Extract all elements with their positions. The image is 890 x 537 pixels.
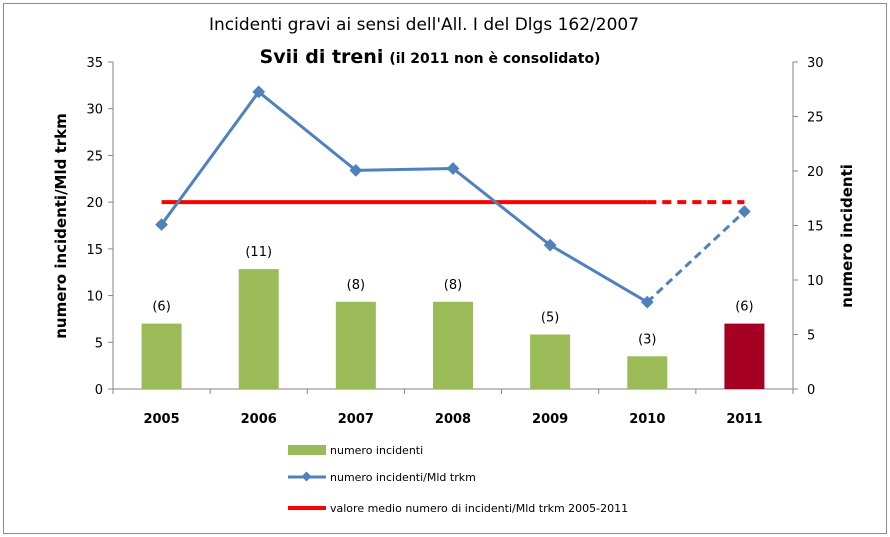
rate-point[interactable] bbox=[349, 164, 363, 177]
right-tick-label: 5 bbox=[807, 329, 815, 344]
bar-series bbox=[141, 269, 765, 390]
rate-point[interactable] bbox=[446, 162, 460, 175]
legend-label-mean: valore medio numero di incidenti/Mld trk… bbox=[330, 502, 628, 515]
bar-data-label: (3) bbox=[638, 332, 656, 347]
right-tick-label: 10 bbox=[807, 274, 824, 289]
bar[interactable] bbox=[724, 323, 765, 389]
left-tick-label: 20 bbox=[86, 196, 103, 211]
right-tick-label: 0 bbox=[807, 383, 815, 398]
legend-marker-rate bbox=[301, 471, 312, 482]
chart-frame bbox=[3, 3, 887, 534]
y-axis-label: numero incidenti/Mld trkm bbox=[52, 113, 70, 339]
x-tick-label: 2009 bbox=[532, 412, 568, 427]
right-tick-label: 25 bbox=[807, 111, 824, 126]
legend-swatch-bars bbox=[288, 445, 326, 455]
left-tick-label: 35 bbox=[86, 56, 103, 71]
legend: numero incidenti numero incidenti/Mld tr… bbox=[288, 444, 628, 515]
bar-data-label: (6) bbox=[735, 300, 753, 315]
right-axis-ticks: 0 5 10 15 20 25 30 bbox=[793, 56, 824, 398]
left-tick-label: 30 bbox=[86, 103, 103, 118]
rate-line-solid bbox=[160, 89, 649, 304]
bar[interactable] bbox=[141, 323, 182, 389]
left-tick-label: 15 bbox=[86, 243, 103, 258]
bar-data-label: (11) bbox=[245, 245, 272, 260]
bar-data-label: (6) bbox=[152, 300, 170, 315]
right-tick-label: 30 bbox=[807, 56, 824, 71]
y-axis-label-right: numero incidenti bbox=[838, 164, 856, 308]
legend-label-rate: numero incidenti/Mld trkm bbox=[330, 471, 476, 484]
chart-title: Incidenti gravi ai sensi dell'All. I del… bbox=[209, 15, 639, 35]
x-tick-label: 2006 bbox=[241, 412, 277, 427]
bar[interactable] bbox=[530, 334, 571, 390]
x-tick-label: 2010 bbox=[629, 412, 665, 427]
bar-data-labels: (6) (11) (8) (8) (5) (3) (6) bbox=[152, 245, 753, 347]
chart-subtitle-note: (il 2011 non è consolidato) bbox=[389, 51, 600, 67]
right-tick-label: 20 bbox=[807, 165, 824, 180]
right-tick-label: 15 bbox=[807, 220, 824, 235]
x-axis-ticks: 2005 2006 2007 2008 2009 2010 2011 bbox=[112, 389, 794, 427]
rate-line-dashed bbox=[646, 210, 746, 304]
left-tick-label: 25 bbox=[86, 149, 103, 164]
bar[interactable] bbox=[335, 301, 376, 389]
x-tick-label: 2011 bbox=[726, 412, 762, 427]
left-tick-label: 10 bbox=[86, 290, 103, 305]
chart-subtitle: Svii di treni (il 2011 non è consolidato) bbox=[260, 46, 601, 68]
legend-label-bars: numero incidenti bbox=[330, 444, 423, 457]
bar-data-label: (8) bbox=[444, 278, 462, 293]
chart-subtitle-main: Svii di treni bbox=[260, 46, 384, 68]
bar[interactable] bbox=[627, 356, 668, 389]
plot-area: 0 5 10 15 20 25 30 35 0 5 10 15 20 25 30 2005 2006 2007… bbox=[86, 56, 823, 427]
x-tick-label: 2007 bbox=[338, 412, 374, 427]
bar[interactable] bbox=[238, 269, 279, 389]
rate-point[interactable] bbox=[738, 205, 751, 218]
left-tick-label: 5 bbox=[95, 336, 103, 351]
left-tick-label: 0 bbox=[95, 383, 103, 398]
bar-data-label: (5) bbox=[541, 311, 559, 326]
x-tick-label: 2005 bbox=[143, 412, 179, 427]
x-tick-label: 2008 bbox=[435, 412, 471, 427]
rate-point[interactable] bbox=[155, 218, 168, 231]
bar[interactable] bbox=[433, 301, 473, 389]
left-axis-ticks: 0 5 10 15 20 25 30 35 bbox=[86, 56, 113, 398]
bar-data-label: (8) bbox=[347, 278, 365, 293]
